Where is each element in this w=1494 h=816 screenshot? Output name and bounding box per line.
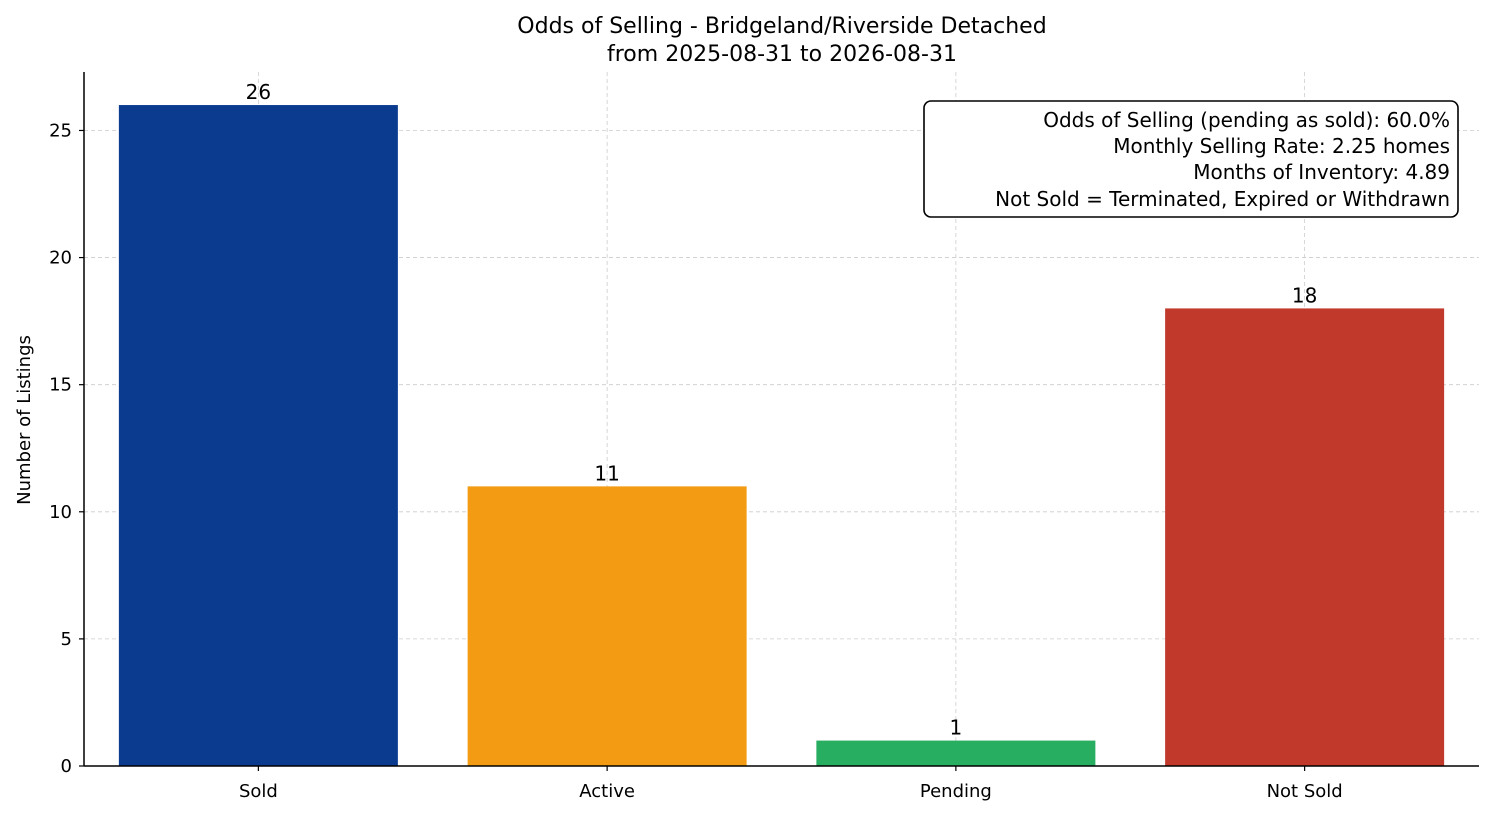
bars bbox=[118, 105, 1445, 767]
data-label-pending: 1 bbox=[950, 716, 963, 740]
y-tick-label-4: 20 bbox=[49, 248, 72, 269]
annotation-frame bbox=[923, 100, 1459, 218]
bar-sold bbox=[118, 105, 398, 767]
y-axis-label: Number of Listings bbox=[14, 335, 35, 505]
x-tick-label-active: Active bbox=[579, 781, 635, 802]
bar-active bbox=[467, 486, 747, 766]
annotation-line-definition: Not Sold = Terminated, Expired or Withdr… bbox=[995, 187, 1450, 211]
y-ticks: 0 5 10 15 20 25 bbox=[49, 120, 84, 777]
chart-title-line-2: from 2025-08-31 to 2026-08-31 bbox=[607, 42, 957, 67]
x-ticks: Sold Active Pending Not Sold bbox=[239, 766, 1343, 802]
y-tick-label-5: 25 bbox=[49, 120, 72, 141]
annotation-box: Odds of Selling (pending as sold): 60.0%… bbox=[923, 100, 1459, 218]
x-tick-label-pending: Pending bbox=[920, 781, 992, 802]
y-tick-label-1: 5 bbox=[61, 629, 72, 650]
annotation-line-inventory: Months of Inventory: 4.89 bbox=[1193, 160, 1450, 184]
x-tick-label-not-sold: Not Sold bbox=[1267, 781, 1343, 802]
chart-title-line-1: Odds of Selling - Bridgeland/Riverside D… bbox=[517, 14, 1046, 39]
bar-not-sold bbox=[1165, 308, 1445, 766]
annotation-line-odds: Odds of Selling (pending as sold): 60.0% bbox=[1043, 108, 1450, 132]
x-tick-label-sold: Sold bbox=[239, 781, 278, 802]
data-label-active: 11 bbox=[594, 461, 619, 485]
data-label-not-sold: 18 bbox=[1292, 283, 1317, 307]
data-label-sold: 26 bbox=[246, 80, 271, 104]
bar-pending bbox=[816, 740, 1096, 766]
y-tick-label-3: 15 bbox=[49, 375, 72, 396]
y-tick-label-2: 10 bbox=[49, 502, 72, 523]
y-tick-label-0: 0 bbox=[61, 756, 72, 777]
annotation-line-rate: Monthly Selling Rate: 2.25 homes bbox=[1113, 134, 1450, 158]
